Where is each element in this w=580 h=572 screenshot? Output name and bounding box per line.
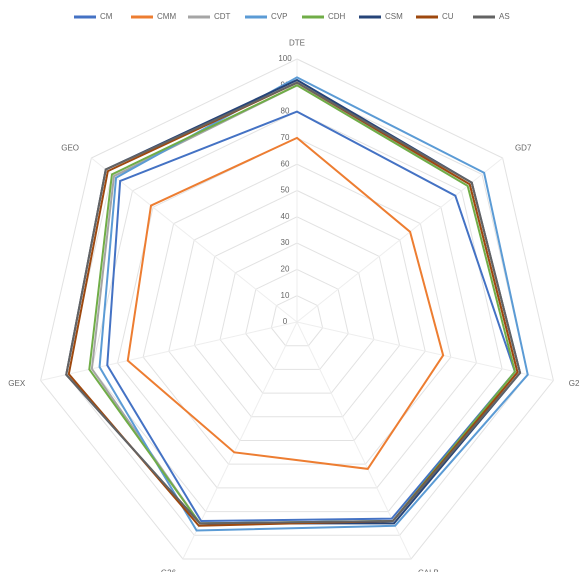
axis-label: GEX: [8, 379, 26, 388]
spoke: [91, 157, 298, 323]
spoke: [296, 321, 554, 382]
grid-line: [193, 216, 401, 418]
series-line: [65, 81, 522, 525]
legend-label: CSM: [385, 12, 403, 21]
legend-label: AS: [499, 12, 510, 21]
grid-line: [65, 84, 529, 536]
axis-label: GD7: [515, 143, 532, 152]
grid-line: [168, 189, 426, 441]
grid-line: [270, 295, 324, 347]
r-tick-label: 70: [281, 133, 290, 142]
series-line: [98, 76, 529, 532]
legend-label: CU: [442, 12, 454, 21]
r-tick-label: 0: [283, 317, 288, 326]
axis-label: GEO: [61, 143, 79, 152]
series-line: [126, 136, 445, 470]
legend-label: CMM: [157, 12, 176, 21]
r-tick-label: 40: [281, 212, 290, 221]
series-line: [106, 110, 517, 523]
axis-label: G26: [161, 568, 177, 572]
r-tick-label: 80: [281, 107, 290, 116]
grid-line: [219, 242, 375, 394]
legend-label: CM: [100, 12, 113, 21]
grid-line: [91, 111, 503, 513]
axis-label: G2: [569, 379, 580, 388]
spoke: [182, 321, 298, 560]
r-tick-label: 30: [281, 238, 290, 247]
grid-line: [142, 163, 452, 465]
series-line: [67, 81, 519, 527]
grid-line: [40, 58, 554, 560]
r-tick-label: 20: [281, 265, 290, 274]
grid-line: [245, 268, 349, 370]
r-tick-label: 100: [278, 54, 292, 63]
series-line: [65, 78, 522, 525]
r-tick-label: 50: [281, 186, 290, 195]
axis-label: DTE: [289, 38, 305, 47]
spoke: [40, 321, 298, 382]
legend-label: CVP: [271, 12, 287, 21]
legend-label: CDT: [214, 12, 231, 21]
axis-label: CALB: [418, 568, 439, 572]
r-tick-label: 60: [281, 159, 290, 168]
r-tick-label: 10: [281, 291, 290, 300]
legend-label: CDH: [328, 12, 346, 21]
